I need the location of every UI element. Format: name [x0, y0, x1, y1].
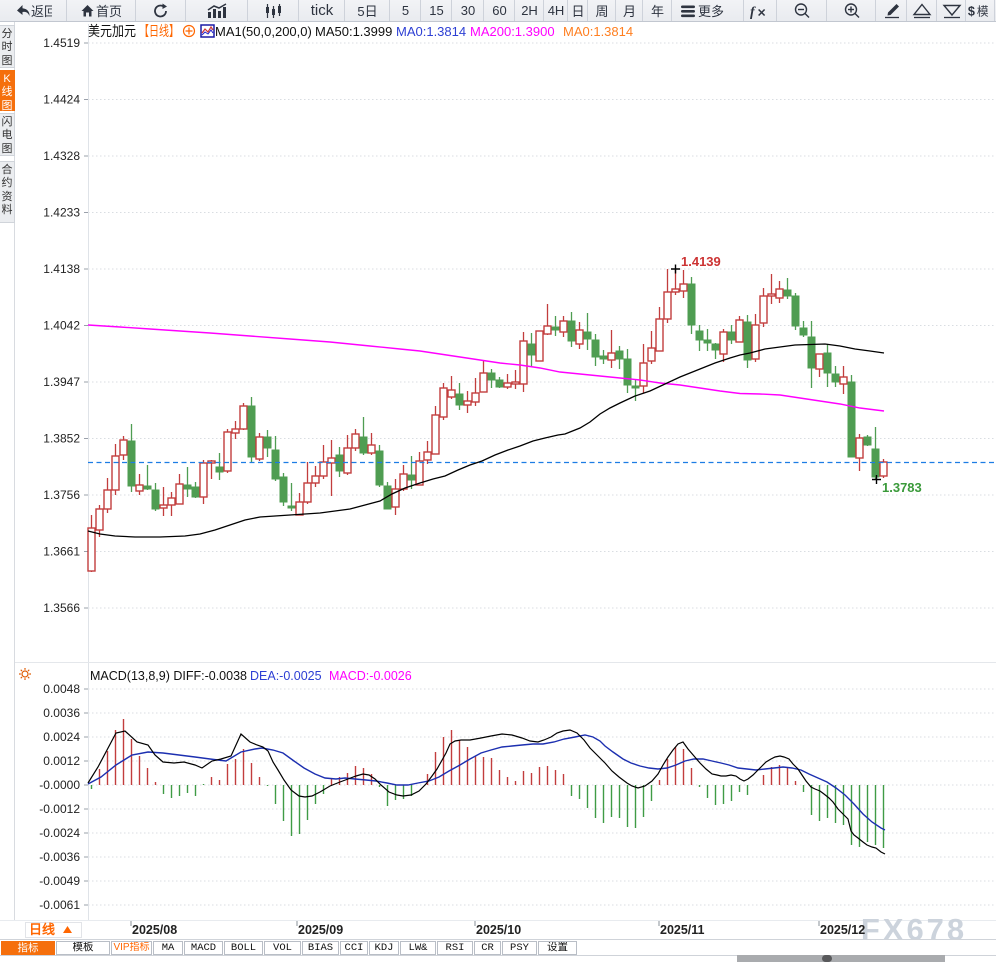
svg-text:1.3661: 1.3661	[43, 545, 80, 559]
svg-text:0.0012: 0.0012	[43, 754, 80, 768]
svg-text:-0.0049: -0.0049	[39, 874, 80, 888]
svg-text:$: $	[968, 4, 975, 18]
svg-text:2025/10: 2025/10	[476, 923, 521, 937]
svg-text:1.4233: 1.4233	[43, 206, 80, 220]
svg-text:0.0048: 0.0048	[43, 682, 80, 696]
svg-text:返回: 返回	[31, 4, 52, 19]
svg-text:美元加元: 美元加元	[88, 23, 136, 39]
svg-text:1.3852: 1.3852	[43, 432, 80, 446]
svg-text:1.4519: 1.4519	[43, 36, 80, 50]
svg-text:✕: ✕	[757, 7, 766, 19]
svg-text:2025/12: 2025/12	[820, 923, 865, 937]
svg-text:-0.0000: -0.0000	[39, 778, 80, 792]
svg-text:0.0024: 0.0024	[43, 730, 80, 744]
svg-text:-0.0036: -0.0036	[39, 850, 80, 864]
svg-text:-0.0012: -0.0012	[39, 802, 80, 816]
svg-text:日线: 日线	[29, 922, 55, 937]
svg-text:1.3566: 1.3566	[43, 601, 80, 615]
svg-text:更多: 更多	[698, 4, 724, 19]
svg-text:-0.0061: -0.0061	[39, 898, 80, 912]
svg-text:MA1(50,0,200,0): MA1(50,0,200,0)	[215, 24, 312, 39]
svg-text:模: 模	[977, 5, 989, 18]
svg-text:0.0036: 0.0036	[43, 706, 80, 720]
svg-text:1.3756: 1.3756	[43, 488, 80, 502]
svg-text:MA0:1.3814: MA0:1.3814	[563, 24, 633, 39]
svg-text:2025/08: 2025/08	[132, 923, 177, 937]
svg-text:MA0:1.3814: MA0:1.3814	[396, 24, 466, 39]
svg-text:f: f	[750, 5, 756, 19]
svg-text:1.4424: 1.4424	[43, 93, 80, 107]
svg-text:MA200:1.3900: MA200:1.3900	[470, 24, 555, 39]
svg-text:MACD(13,8,9) DIFF:-0.0038: MACD(13,8,9) DIFF:-0.0038	[90, 669, 247, 683]
svg-text:1.4328: 1.4328	[43, 149, 80, 163]
svg-text:首页: 首页	[96, 4, 122, 19]
svg-text:2025/09: 2025/09	[298, 923, 343, 937]
svg-text:1.4138: 1.4138	[43, 262, 80, 276]
svg-text:MACD:-0.0026: MACD:-0.0026	[329, 669, 412, 683]
svg-text:1.3783: 1.3783	[882, 480, 922, 495]
svg-text:【日线】: 【日线】	[139, 23, 179, 39]
svg-text:DEA:-0.0025: DEA:-0.0025	[250, 669, 322, 683]
svg-text:-0.0024: -0.0024	[39, 826, 80, 840]
svg-text:1.4139: 1.4139	[681, 254, 721, 269]
svg-text:2025/11: 2025/11	[660, 923, 705, 937]
svg-text:MA50:1.3999: MA50:1.3999	[315, 24, 392, 39]
svg-text:1.3947: 1.3947	[43, 375, 80, 389]
svg-text:1.4042: 1.4042	[43, 319, 80, 333]
